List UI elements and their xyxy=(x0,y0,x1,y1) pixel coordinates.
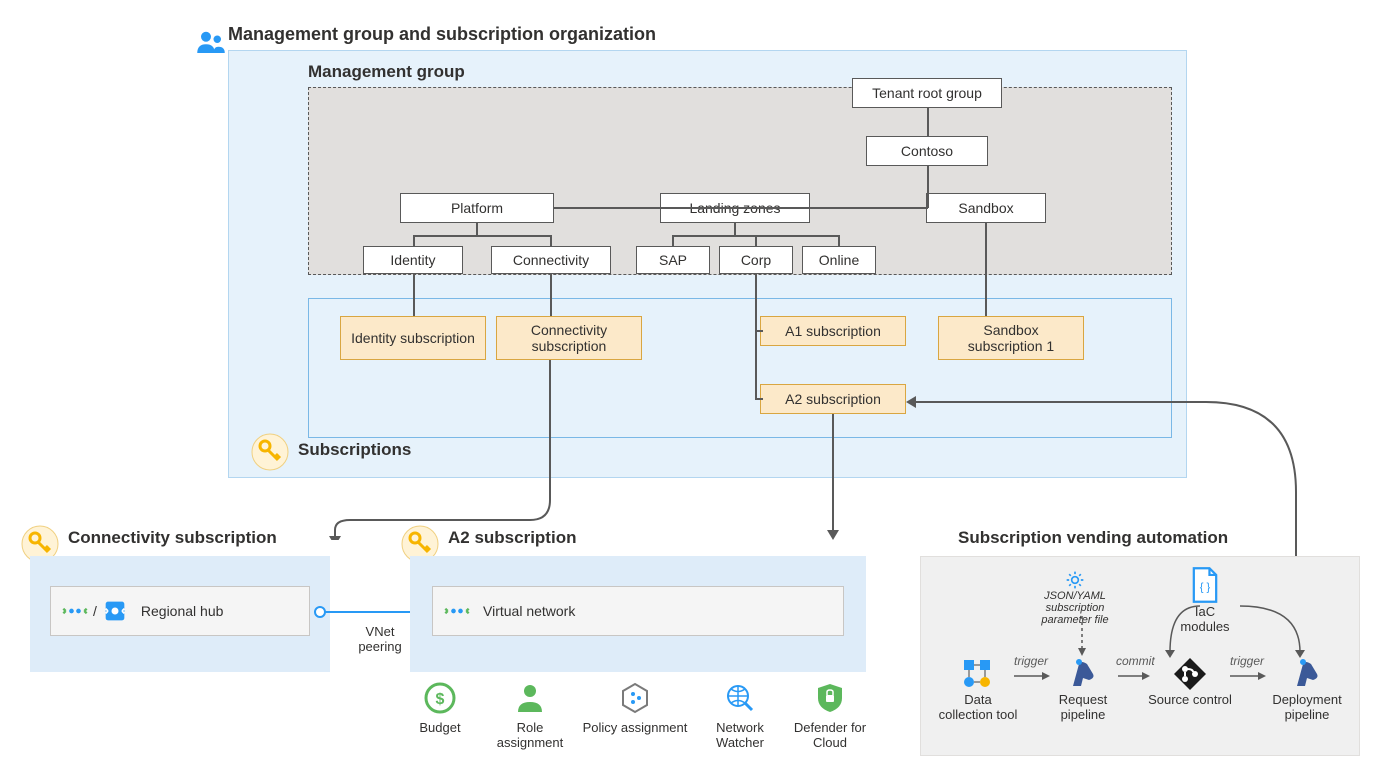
people-icon xyxy=(196,28,226,58)
vnet-box: Virtual network xyxy=(432,586,844,636)
edge xyxy=(755,398,763,400)
node-identity: Identity xyxy=(363,246,463,274)
vnet-label: Virtual network xyxy=(483,603,575,619)
regional-hub-box: / Regional hub xyxy=(50,586,310,636)
svc-budget: $ Budget xyxy=(400,680,480,750)
node-conn-sub: Connectivity subscription xyxy=(496,316,642,360)
vending-title: Subscription vending automation xyxy=(958,528,1228,548)
edge xyxy=(413,274,415,316)
edge xyxy=(755,330,763,332)
vnet-peering-label: VNet peering xyxy=(350,624,410,654)
edge xyxy=(838,235,840,247)
edge xyxy=(985,223,987,316)
edge xyxy=(734,223,736,235)
edge xyxy=(476,223,478,235)
policy-icon xyxy=(617,680,653,716)
svg-text:$: $ xyxy=(436,691,445,708)
vnet-icon-1 xyxy=(61,597,89,625)
edge xyxy=(927,108,929,136)
node-tenant-root: Tenant root group xyxy=(852,78,1002,108)
conn-pane-title: Connectivity subscription xyxy=(68,528,277,548)
vend-param-file: JSON/YAML subscription parameter file xyxy=(1020,570,1130,626)
vend-arrow-2 xyxy=(1116,670,1152,682)
subscriptions-key-icon xyxy=(250,432,290,472)
req-pipeline-icon xyxy=(1065,656,1101,692)
node-online: Online xyxy=(802,246,876,274)
svc-netwatcher: Network Watcher xyxy=(700,680,780,750)
svc-policy: Policy assignment xyxy=(580,680,690,750)
node-sandbox-sub: Sandbox subscription 1 xyxy=(938,316,1084,360)
vnet-icon-2 xyxy=(443,597,471,625)
vend-arrow-3 xyxy=(1228,670,1268,682)
vend-arrow-1 xyxy=(1012,670,1052,682)
edge xyxy=(554,207,928,209)
commit-label: commit xyxy=(1116,654,1155,668)
main-title: Management group and subscription organi… xyxy=(228,24,656,45)
node-sap: SAP xyxy=(636,246,710,274)
data-tool-icon xyxy=(960,656,996,692)
netwatcher-icon xyxy=(722,680,758,716)
edge xyxy=(550,274,552,316)
role-icon xyxy=(512,680,548,716)
arrow-a2-down xyxy=(820,414,850,544)
vend-dashed xyxy=(1076,614,1088,658)
edge xyxy=(755,235,757,247)
edge xyxy=(927,166,929,208)
defender-icon xyxy=(812,680,848,716)
vend-data-tool: Data collection tool xyxy=(938,656,1018,722)
edge xyxy=(755,274,757,398)
regional-hub-label: Regional hub xyxy=(141,603,224,619)
a2-pane-title: A2 subscription xyxy=(448,528,576,548)
services-row: $ Budget Role assignment Policy assignme… xyxy=(400,680,870,750)
node-identity-sub: Identity subscription xyxy=(340,316,486,360)
vend-req-pipeline: Request pipeline xyxy=(1048,656,1118,722)
node-a2-sub: A2 subscription xyxy=(760,384,906,414)
svc-role: Role assignment xyxy=(490,680,570,750)
node-a1-sub: A1 subscription xyxy=(760,316,906,346)
arrow-conn-down xyxy=(300,360,580,540)
node-corp: Corp xyxy=(719,246,793,274)
svc-defender: Defender for Cloud xyxy=(790,680,870,750)
mg-title: Management group xyxy=(308,62,465,82)
edge xyxy=(672,235,674,247)
node-platform: Platform xyxy=(400,193,554,223)
node-contoso: Contoso xyxy=(866,136,988,166)
iac-arrows xyxy=(1150,580,1320,670)
budget-icon: $ xyxy=(422,680,458,716)
node-connectivity: Connectivity xyxy=(491,246,611,274)
edge xyxy=(413,235,552,237)
node-sandbox: Sandbox xyxy=(926,193,1046,223)
trigger-1: trigger xyxy=(1014,654,1048,668)
edge xyxy=(413,235,415,247)
edge xyxy=(550,235,552,247)
gear-icon xyxy=(1065,570,1085,590)
hub-icon xyxy=(101,597,129,625)
